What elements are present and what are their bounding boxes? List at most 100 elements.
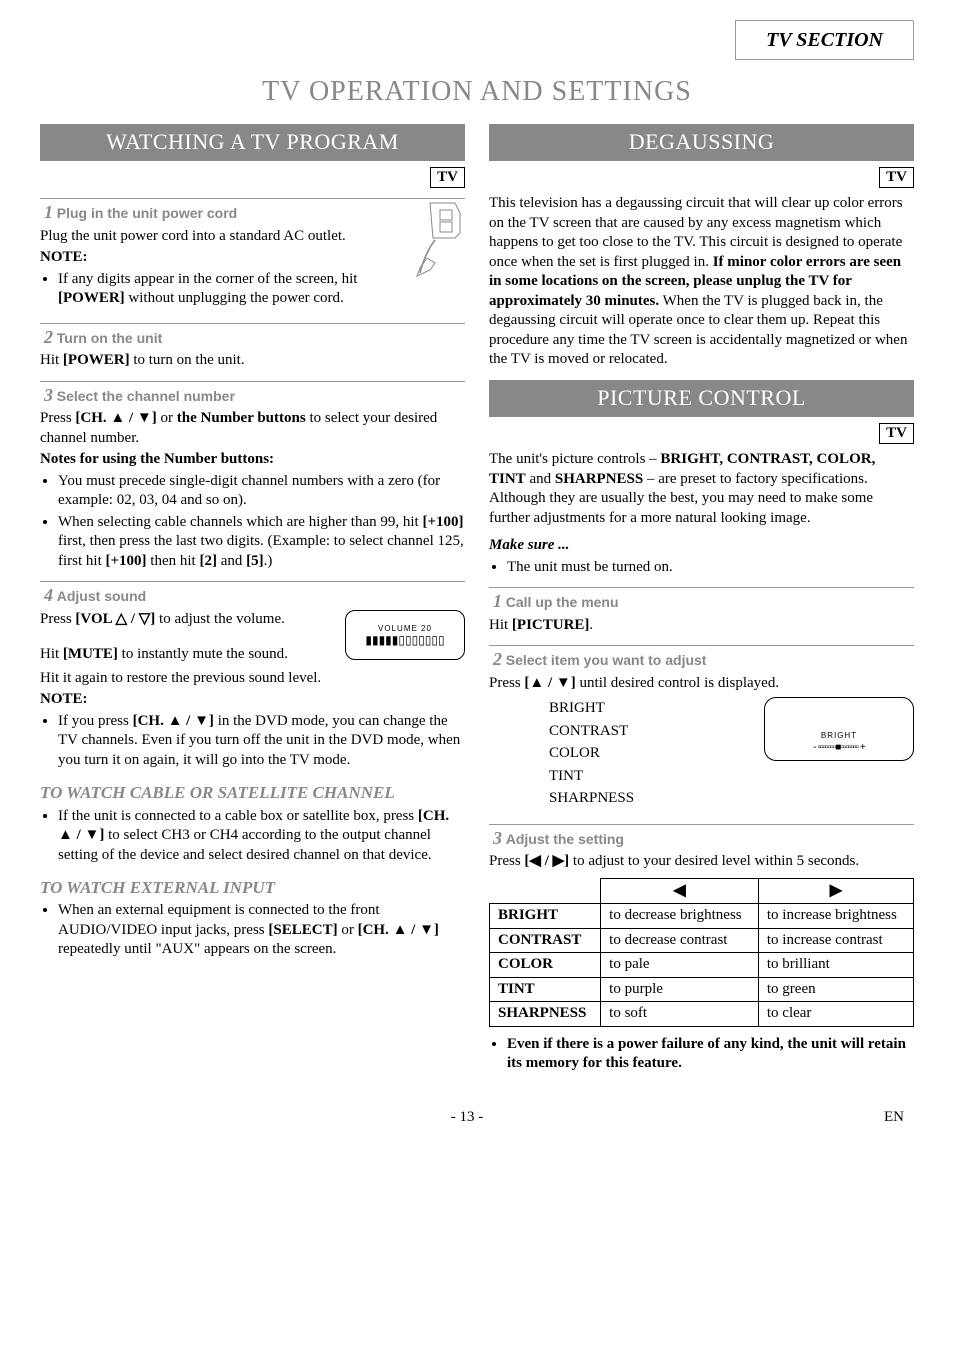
cell: to decrease brightness bbox=[601, 904, 759, 929]
ext-head: TO WATCH EXTERNAL INPUT bbox=[40, 877, 465, 899]
retain-note: Even if there is a power failure of any … bbox=[507, 1035, 914, 1074]
section-tab: TV SECTION bbox=[735, 20, 914, 60]
tv-badge: TV bbox=[879, 167, 914, 189]
plug-cord-icon bbox=[415, 198, 465, 278]
table-row: BRIGHTto decrease brightnessto increase … bbox=[490, 904, 914, 929]
t: Press bbox=[489, 675, 524, 691]
t: Press bbox=[40, 410, 75, 426]
t: without unplugging the power cord. bbox=[125, 290, 344, 306]
t: [2] bbox=[199, 553, 217, 569]
cell: to decrease contrast bbox=[601, 928, 759, 953]
cell: to soft bbox=[601, 1002, 759, 1027]
t: The unit's picture controls – bbox=[489, 451, 660, 467]
watching-band: WATCHING A TV PROGRAM bbox=[40, 124, 465, 161]
t: .) bbox=[264, 553, 273, 569]
step4-b1: If you press [CH. ▲ / ▼] in the DVD mode… bbox=[58, 712, 465, 771]
bright-box-label: BRIGHT bbox=[821, 731, 857, 741]
step1-bullet: If any digits appear in the corner of th… bbox=[58, 270, 465, 309]
cell: to clear bbox=[758, 1002, 913, 1027]
t: until desired control is displayed. bbox=[576, 675, 779, 691]
t: [POWER] bbox=[63, 352, 130, 368]
step-num: 3 bbox=[44, 385, 53, 405]
step-num: 2 bbox=[44, 327, 53, 347]
t: [+100] bbox=[422, 514, 463, 530]
t: [POWER] bbox=[58, 290, 125, 306]
make-sure-head: Make sure ... bbox=[489, 536, 914, 556]
degaussing-band: DEGAUSSING bbox=[489, 124, 914, 161]
r-step-2: 2 Select item you want to adjust bbox=[489, 645, 914, 672]
bright-box-bar: - ▫▫▫▫▫▫▫■▫▫▫▫▫▫▫ + bbox=[813, 741, 864, 754]
t: Press bbox=[489, 853, 524, 869]
notes-head: Notes for using the Number buttons: bbox=[40, 450, 465, 470]
t: [CH. ▲ / ▼] bbox=[75, 410, 156, 426]
table-row: SHARPNESSto softto clear bbox=[490, 1002, 914, 1027]
step-num: 4 bbox=[44, 585, 53, 605]
t: to adjust the volume. bbox=[155, 611, 285, 627]
t: SHARPNESS bbox=[555, 471, 643, 487]
volume-osd-icon: VOLUME 20 ▮▮▮▮▮▯▯▯▯▯▯▯ bbox=[345, 610, 465, 660]
t: and bbox=[526, 471, 555, 487]
step-label: Adjust sound bbox=[57, 588, 146, 604]
table-row: COLORto paleto brilliant bbox=[490, 953, 914, 978]
step3-text: Press [CH. ▲ / ▼] or the Number buttons … bbox=[40, 409, 465, 448]
vol-bars: ▮▮▮▮▮▯▯▯▯▯▯▯ bbox=[365, 634, 444, 646]
cell: to green bbox=[758, 977, 913, 1002]
degauss-text: This television has a degaussing circuit… bbox=[489, 194, 914, 370]
row-head: CONTRAST bbox=[490, 928, 601, 953]
step3-b2: When selecting cable channels which are … bbox=[58, 513, 465, 572]
pic-intro: The unit's picture controls – BRIGHT, CO… bbox=[489, 450, 914, 528]
step-1: 1 Plug in the unit power cord bbox=[40, 198, 465, 225]
cell: to increase contrast bbox=[758, 928, 913, 953]
t: [◀ / ▶] bbox=[524, 853, 569, 869]
left-arrow-icon: ◀ bbox=[601, 878, 759, 904]
footer: - 13 - EN bbox=[40, 1108, 914, 1128]
step1-text: Plug the unit power cord into a standard… bbox=[40, 227, 465, 247]
step-2: 2 Turn on the unit bbox=[40, 323, 465, 350]
note-label: NOTE: bbox=[40, 248, 465, 268]
page-title: TV OPERATION AND SETTINGS bbox=[40, 74, 914, 110]
t: [▲ / ▼] bbox=[524, 675, 575, 691]
left-column: WATCHING A TV PROGRAM TV 1 Plug in the u… bbox=[40, 124, 465, 1077]
note-label: NOTE: bbox=[40, 690, 465, 710]
t: Hit bbox=[489, 617, 512, 633]
adjust-table: ◀ ▶ BRIGHTto decrease brightnessto incre… bbox=[489, 878, 914, 1027]
table-row: TINTto purpleto green bbox=[490, 977, 914, 1002]
t: Hit bbox=[40, 352, 63, 368]
t: the Number buttons bbox=[177, 410, 306, 426]
right-arrow-icon: ▶ bbox=[758, 878, 913, 904]
t: If you press bbox=[58, 713, 133, 729]
cell: to brilliant bbox=[758, 953, 913, 978]
t: If the unit is connected to a cable box … bbox=[58, 808, 418, 824]
t: . bbox=[589, 617, 593, 633]
step3-b1: You must precede single-digit channel nu… bbox=[58, 472, 465, 511]
t: [PICTURE] bbox=[512, 617, 590, 633]
cable-bullet: If the unit is connected to a cable box … bbox=[58, 807, 465, 866]
t: or bbox=[338, 922, 358, 938]
cell: to increase brightness bbox=[758, 904, 913, 929]
step4-p3: Hit it again to restore the previous sou… bbox=[40, 669, 465, 689]
t: Press bbox=[40, 611, 75, 627]
t: [MUTE] bbox=[63, 646, 118, 662]
t: to adjust to your desired level within 5… bbox=[569, 853, 859, 869]
step-3: 3 Select the channel number bbox=[40, 381, 465, 408]
table-row: ◀ ▶ bbox=[490, 878, 914, 904]
row-head: SHARPNESS bbox=[490, 1002, 601, 1027]
row-head: COLOR bbox=[490, 953, 601, 978]
r-step1-text: Hit [PICTURE]. bbox=[489, 616, 914, 636]
step-num: 3 bbox=[493, 828, 502, 848]
t: to instantly mute the sound. bbox=[118, 646, 288, 662]
t: [VOL △ / ▽] bbox=[75, 611, 155, 627]
t: When selecting cable channels which are … bbox=[58, 514, 422, 530]
step-label: Turn on the unit bbox=[57, 330, 163, 346]
r-step3-text: Press [◀ / ▶] to adjust to your desired … bbox=[489, 852, 914, 872]
lang-code: EN bbox=[884, 1108, 904, 1128]
t: [CH. ▲ / ▼] bbox=[358, 922, 439, 938]
t: If any digits appear in the corner of th… bbox=[58, 271, 357, 287]
row-head: BRIGHT bbox=[490, 904, 601, 929]
step-num: 1 bbox=[493, 591, 502, 611]
step-label: Plug in the unit power cord bbox=[57, 205, 237, 221]
t: repeatedly until "AUX" appears on the sc… bbox=[58, 941, 336, 957]
t: [CH. ▲ / ▼] bbox=[133, 713, 214, 729]
tv-badge: TV bbox=[879, 423, 914, 445]
page-number: - 13 - bbox=[451, 1108, 484, 1128]
